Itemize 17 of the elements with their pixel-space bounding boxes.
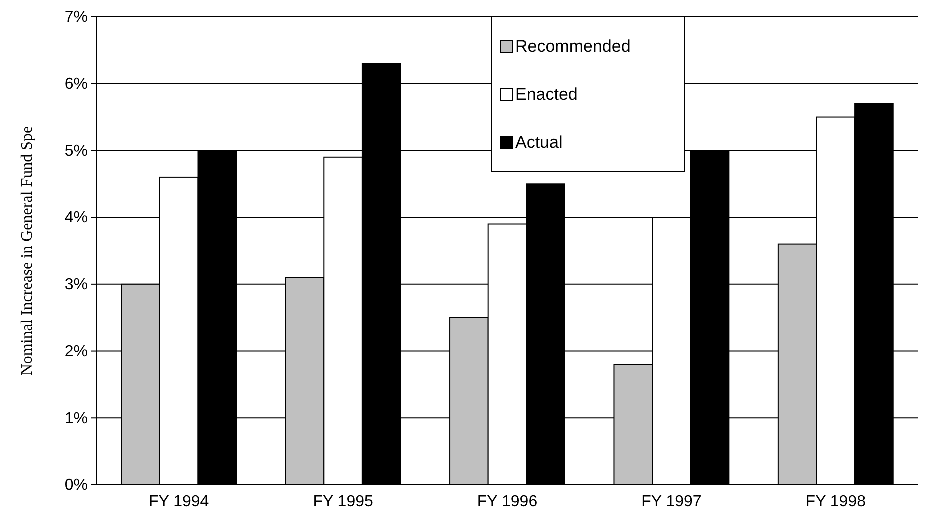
x-tick-label: FY 1997 [642,493,702,510]
legend-label: Recommended [516,37,631,56]
y-tick-label: 1% [64,410,88,428]
y-tick-label: 5% [64,142,88,160]
y-tick-label: 2% [64,343,88,360]
y-tick-label: 3% [64,276,88,294]
x-tick-label: FY 1995 [313,493,374,510]
x-tick-label: FY 1998 [806,493,866,510]
y-axis-title: Nominal Increase in General Fund Spe [19,126,36,376]
y-tick-label: 7% [64,9,88,26]
legend-label: Actual [516,133,563,152]
legend-label: Enacted [516,85,578,104]
y-tick-label: 4% [64,210,88,227]
y-tick-label: 0% [64,477,88,494]
x-tick-label: FY 1994 [149,493,210,510]
x-tick-label: FY 1996 [477,493,538,510]
y-tick-label: 6% [64,76,88,93]
